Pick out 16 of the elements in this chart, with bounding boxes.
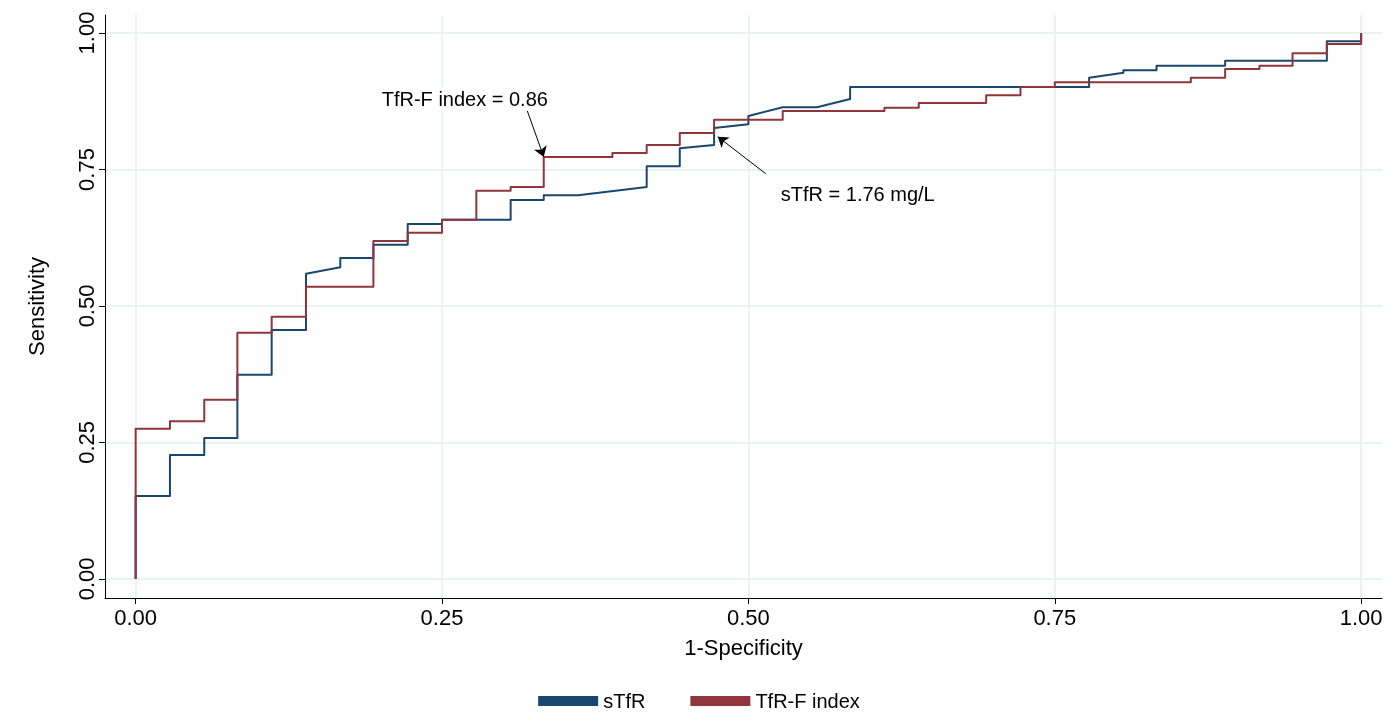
y-tick-label: 0.50	[73, 284, 99, 328]
y-tick-label: 0.75	[73, 148, 99, 191]
y-tick-label: 1.00	[73, 11, 99, 55]
y-tick-label: 0.00	[73, 557, 99, 601]
x-tick-label: 0.00	[114, 604, 158, 630]
annotation: TfR-F index = 0.86	[381, 87, 548, 110]
y-axis-title: Sensitivity	[23, 256, 49, 357]
x-axis-title: 1-Specificity	[684, 634, 803, 660]
x-tick-label: 0.25	[420, 604, 464, 630]
x-tick-label: 0.50	[726, 604, 770, 630]
y-tick-label: 0.25	[73, 421, 99, 464]
legend-label: sTfR	[603, 690, 646, 712]
x-tick-label: 0.75	[1033, 604, 1077, 630]
x-tick-label: 1.00	[1339, 604, 1383, 630]
annotation: sTfR = 1.76 mg/L	[780, 182, 935, 205]
legend-label: TfR-F index	[755, 690, 860, 712]
